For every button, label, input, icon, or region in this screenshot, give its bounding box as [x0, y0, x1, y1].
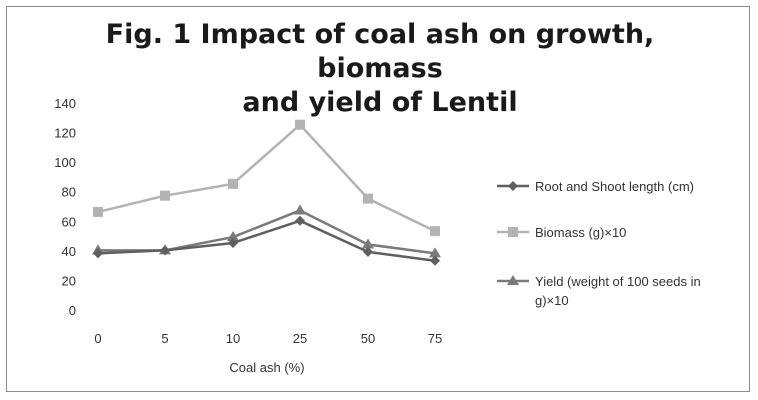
y-tick-label: 140: [54, 96, 76, 111]
legend-marker: [508, 227, 518, 237]
x-tick-label: 75: [428, 331, 442, 346]
x-tick-label: 50: [361, 331, 375, 346]
series-line: [97, 219, 436, 262]
y-tick-label: 20: [62, 273, 76, 288]
data-point: [295, 119, 305, 130]
chart-title-line-1: Fig. 1 Impact of coal ash on growth, bio…: [105, 19, 655, 84]
y-tick-label: 120: [54, 126, 76, 141]
legend-label: g)×10: [535, 293, 569, 308]
legend-item: Biomass (g)×10: [497, 225, 626, 240]
data-point: [430, 226, 440, 237]
series-line: [97, 123, 436, 233]
chart-title: Fig. 1 Impact of coal ash on growth, bio…: [70, 18, 690, 120]
legend-item: Yield (weight of 100 seeds in g)×10: [497, 274, 701, 308]
data-point: [295, 215, 305, 226]
data-point: [429, 247, 441, 258]
legend-marker: [507, 275, 519, 285]
x-tick-label: 25: [293, 331, 307, 346]
axes: 0 20 40 60 80 100 120 140 0 5 10 25 50 75 Coal ash (%): [54, 96, 442, 375]
legend-label: Root and Shoot length (cm): [535, 179, 694, 194]
data-point: [93, 248, 103, 259]
legend-item: Root and Shoot length (cm): [497, 179, 694, 194]
y-tick-label: 0: [69, 303, 76, 318]
legend-label: Biomass (g)×10: [535, 225, 626, 240]
y-tick-label: 100: [54, 155, 76, 170]
x-tick-label: 0: [94, 331, 101, 346]
y-tick-label: 40: [62, 244, 76, 259]
data-point: [160, 190, 170, 201]
series-layer: [92, 119, 441, 266]
chart-title-line-2: and yield of Lentil: [242, 87, 518, 118]
data-point: [363, 246, 373, 257]
y-tick-label: 60: [62, 214, 76, 229]
x-axis-label: Coal ash (%): [229, 360, 304, 375]
chart-frame: [6, 6, 750, 392]
data-point: [430, 255, 440, 266]
legend-marker: [508, 181, 518, 191]
series-0: [93, 215, 440, 266]
data-point: [363, 193, 373, 204]
y-tick-label: 80: [62, 185, 76, 200]
data-point: [93, 206, 103, 217]
legend: Root and Shoot length (cm) Biomass (g)×10…: [497, 179, 701, 308]
data-point: [227, 231, 239, 242]
data-point: [228, 178, 238, 189]
data-point: [294, 204, 306, 215]
data-point: [228, 237, 238, 248]
series-1: [93, 119, 440, 237]
x-tick-label: 5: [161, 331, 168, 346]
data-point: [362, 238, 374, 249]
legend-label: Yield (weight of 100 seeds in: [535, 274, 701, 289]
data-point: [160, 245, 170, 256]
x-tick-label: 10: [226, 331, 240, 346]
